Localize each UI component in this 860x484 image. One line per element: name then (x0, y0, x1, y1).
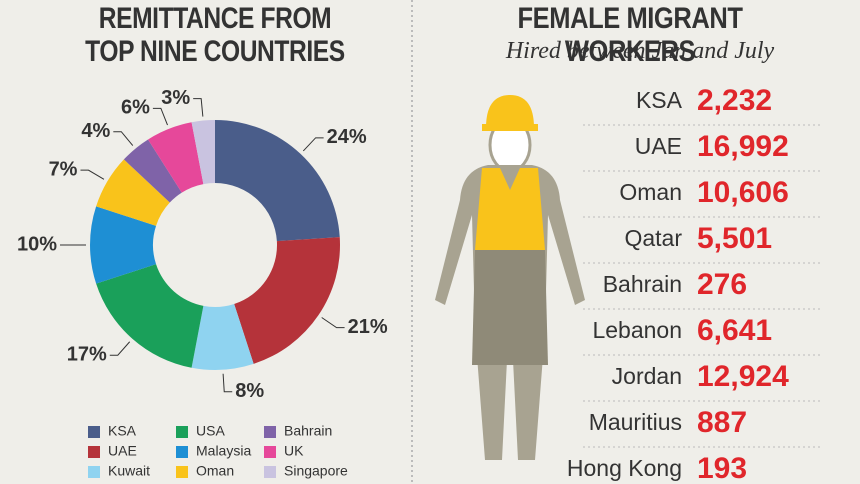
data-label: 8% (235, 380, 264, 402)
leader-line (193, 98, 204, 117)
row-label: Jordan (612, 363, 682, 389)
donut-slice (123, 139, 182, 203)
legend-label: Singapore (284, 463, 348, 479)
data-label: 17% (67, 344, 107, 366)
donut-slice (96, 159, 170, 226)
legend-label: USA (196, 423, 225, 439)
row-label: Oman (619, 179, 682, 205)
legend-swatch (264, 466, 276, 478)
chart-subtitle: Hired between Jan and July (505, 38, 775, 64)
row-value: 6,641 (697, 314, 772, 347)
data-label: 21% (348, 316, 388, 338)
legend-swatch (88, 466, 100, 478)
row-label: KSA (636, 87, 683, 113)
legend-swatch (264, 446, 276, 458)
data-label: 6% (121, 97, 150, 119)
row-value: 887 (697, 406, 747, 439)
donut-slice (191, 303, 254, 370)
legend-swatch (264, 426, 276, 438)
row-value: 2,232 (697, 84, 772, 117)
legend-label: KSA (108, 423, 137, 439)
legend-label: Kuwait (108, 463, 150, 479)
row-value: 12,924 (697, 360, 789, 393)
leader-line (109, 341, 131, 356)
leader-line (113, 131, 134, 146)
legend-label: Bahrain (284, 423, 332, 439)
row-label: Bahrain (603, 271, 682, 297)
data-label: 7% (49, 158, 78, 180)
legend-label: UAE (108, 443, 137, 459)
chart-title: FEMALE MIGRANT WORKERS (517, 2, 743, 68)
leader-line (222, 373, 233, 393)
worker-figure (435, 95, 585, 460)
donut-slice (215, 120, 340, 242)
legend-swatch (176, 426, 188, 438)
row-value: 276 (697, 268, 747, 301)
row-label: Mauritius (589, 409, 682, 435)
row-label: UAE (635, 133, 682, 159)
chart-title: REMITTANCE FROM TOP NINE COUNTRIES (85, 2, 345, 68)
row-value: 193 (697, 452, 747, 484)
data-label: 24% (327, 126, 367, 148)
legend-swatch (176, 466, 188, 478)
row-label: Hong Kong (567, 455, 682, 481)
leader-line (80, 169, 105, 180)
data-label: 3% (161, 87, 190, 109)
donut-slice (191, 120, 215, 185)
row-value: 10,606 (697, 176, 789, 209)
data-label: 4% (81, 120, 110, 142)
data-label: 10% (17, 233, 57, 255)
row-value: 5,501 (697, 222, 772, 255)
leader-line (152, 107, 168, 126)
row-label: Qatar (624, 225, 682, 251)
donut-slice (234, 237, 340, 364)
donut-slice (96, 264, 204, 368)
row-value: 16,992 (697, 130, 789, 163)
legend-swatch (88, 426, 100, 438)
legend-swatch (88, 446, 100, 458)
legend-label: Malaysia (196, 443, 251, 459)
leader-line (321, 317, 345, 329)
legend-label: UK (284, 443, 304, 459)
legend-swatch (176, 446, 188, 458)
row-label: Lebanon (592, 317, 682, 343)
leader-line (302, 137, 324, 152)
legend-label: Oman (196, 463, 234, 479)
donut-slice (90, 206, 157, 284)
donut-slice (148, 122, 204, 193)
